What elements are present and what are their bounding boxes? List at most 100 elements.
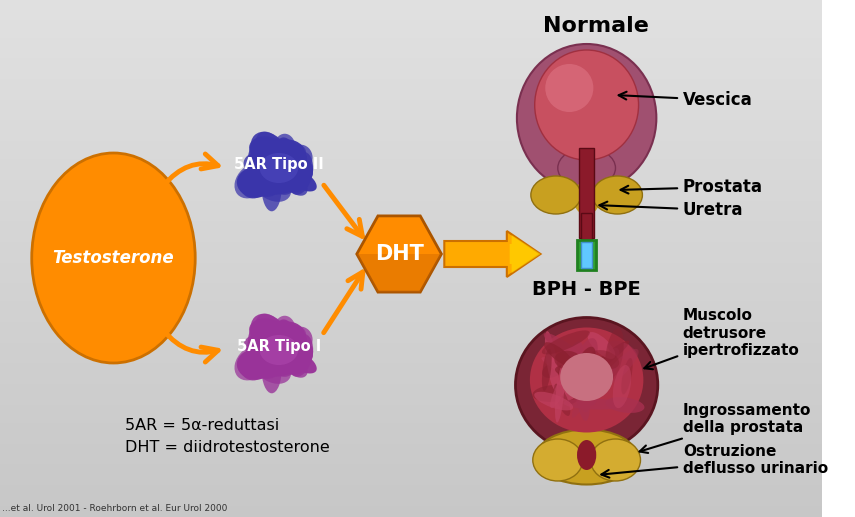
Bar <box>0 248 823 251</box>
Ellipse shape <box>274 320 295 354</box>
Bar <box>0 421 823 424</box>
Ellipse shape <box>555 364 614 383</box>
Ellipse shape <box>257 327 280 373</box>
Bar <box>0 310 823 313</box>
Bar <box>0 414 823 416</box>
Bar <box>0 308 823 310</box>
Bar <box>0 297 823 300</box>
Ellipse shape <box>566 368 592 404</box>
Bar <box>0 336 823 339</box>
Ellipse shape <box>545 64 593 112</box>
Bar <box>0 315 823 318</box>
Bar <box>0 277 823 279</box>
Ellipse shape <box>534 392 573 410</box>
Bar <box>0 357 823 359</box>
Ellipse shape <box>246 151 262 192</box>
Ellipse shape <box>251 132 290 173</box>
Ellipse shape <box>258 321 304 354</box>
Bar <box>0 189 823 191</box>
Ellipse shape <box>256 322 289 360</box>
Bar <box>0 0 823 3</box>
Bar <box>0 429 823 432</box>
Ellipse shape <box>555 364 565 422</box>
Ellipse shape <box>283 172 308 196</box>
Ellipse shape <box>542 361 564 378</box>
Bar <box>0 31 823 34</box>
Bar <box>0 403 823 406</box>
Bar <box>0 8 823 10</box>
Bar <box>0 153 823 155</box>
Bar <box>0 171 823 173</box>
Bar <box>0 455 823 458</box>
Bar <box>0 465 823 468</box>
Bar <box>0 238 823 240</box>
Bar <box>0 178 823 181</box>
Polygon shape <box>357 254 441 292</box>
Ellipse shape <box>245 347 274 377</box>
Bar <box>0 85 823 88</box>
Bar <box>0 499 823 501</box>
Ellipse shape <box>240 352 268 381</box>
Text: Muscolo
detrusore
ipertrofizzato: Muscolo detrusore ipertrofizzato <box>645 308 799 369</box>
Bar <box>0 333 823 336</box>
Bar <box>0 83 823 85</box>
Bar <box>0 507 823 509</box>
Ellipse shape <box>545 331 558 391</box>
Ellipse shape <box>536 430 637 484</box>
Ellipse shape <box>288 342 313 369</box>
Text: DHT: DHT <box>374 244 423 264</box>
Bar <box>0 163 823 165</box>
Bar <box>0 65 823 67</box>
Bar <box>0 282 823 284</box>
Ellipse shape <box>613 365 631 408</box>
Text: 5AR Tipo I: 5AR Tipo I <box>237 339 321 354</box>
Bar <box>0 302 823 305</box>
Bar <box>0 134 823 137</box>
Bar <box>0 103 823 106</box>
Bar <box>0 147 823 150</box>
Bar <box>0 173 823 176</box>
Bar <box>0 49 823 52</box>
Ellipse shape <box>563 399 624 409</box>
Bar <box>0 375 823 377</box>
Bar <box>0 396 823 398</box>
Bar <box>0 447 823 450</box>
Ellipse shape <box>262 162 281 211</box>
Bar <box>0 295 823 297</box>
Ellipse shape <box>560 353 613 401</box>
Bar <box>0 227 823 230</box>
Bar <box>0 246 823 248</box>
Bar <box>0 437 823 439</box>
Bar <box>0 370 823 372</box>
Ellipse shape <box>288 160 313 187</box>
Bar <box>0 111 823 114</box>
Bar <box>0 191 823 194</box>
Bar <box>0 78 823 80</box>
Ellipse shape <box>260 335 298 365</box>
Bar <box>0 380 823 383</box>
Ellipse shape <box>516 317 657 452</box>
Bar <box>0 21 823 23</box>
Bar <box>0 145 823 147</box>
Bar <box>0 339 823 341</box>
Ellipse shape <box>622 358 633 394</box>
Bar <box>0 59 823 62</box>
Bar <box>0 34 823 36</box>
Bar <box>0 23 823 26</box>
Bar <box>0 393 823 396</box>
Bar <box>0 168 823 171</box>
Ellipse shape <box>255 132 287 174</box>
Bar <box>0 514 823 517</box>
Bar <box>0 496 823 499</box>
Ellipse shape <box>249 136 286 163</box>
Bar <box>0 416 823 419</box>
Bar <box>0 88 823 90</box>
Bar <box>0 390 823 393</box>
Bar <box>0 57 823 59</box>
Ellipse shape <box>272 339 301 364</box>
Bar <box>0 98 823 101</box>
Ellipse shape <box>585 341 629 377</box>
Bar <box>579 148 594 238</box>
Ellipse shape <box>517 44 657 192</box>
Bar <box>0 119 823 121</box>
